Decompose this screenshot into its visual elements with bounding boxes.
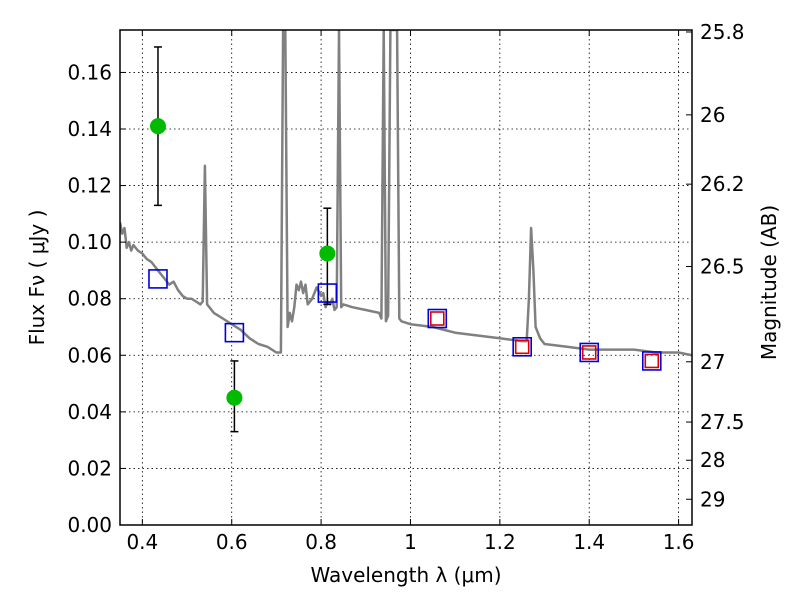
- model-photometry-square: [579, 342, 600, 363]
- observed-flux-point: [149, 118, 166, 135]
- y-tick-label: 0.04: [67, 400, 112, 424]
- y-tick-label: 0.06: [67, 343, 112, 367]
- x-tick-label: 1.2: [484, 530, 516, 554]
- x-tick-label: 1: [404, 530, 417, 554]
- y-tick-label: 0.14: [67, 117, 112, 141]
- observed-flux-point: [319, 245, 336, 262]
- x-tick-label: 0.4: [126, 530, 158, 554]
- observed-model-square: [514, 339, 530, 355]
- ticks-layer: 0.4 0.6 0.8 1 1.2 1.4 1.6 0.00 0.02 0.04 0.06 0.08 0…: [67, 20, 744, 554]
- grid-layer: [120, 30, 692, 526]
- model-photometry-square: [641, 351, 662, 371]
- y-tick-label: 0.02: [67, 456, 112, 480]
- y-tick-label: 0.12: [67, 174, 112, 198]
- plot-frame: [119, 29, 693, 526]
- x-tick-label: 0.8: [305, 530, 337, 554]
- observed-flux-point: [226, 389, 243, 406]
- observed-model-square: [644, 353, 660, 369]
- right-axis-title: Magnitude (AB): [757, 205, 781, 360]
- right-tick-label: 29: [700, 487, 725, 511]
- right-tick-label: 28: [700, 448, 725, 472]
- model-photometry-square: [224, 322, 245, 343]
- right-tick-label: 26: [700, 103, 725, 127]
- right-tick-label: 25.8: [700, 20, 745, 44]
- y-tick-label: 0.00: [67, 513, 112, 537]
- series-layer: [120, 30, 692, 433]
- y-tick-label: 0.16: [67, 60, 112, 84]
- model-photometry-square: [427, 308, 448, 329]
- model-photometry-square: [148, 269, 168, 289]
- x-tick-label: 1.4: [573, 530, 605, 554]
- y-tick-label: 0.10: [67, 230, 112, 254]
- right-tick-label: 26.2: [700, 172, 745, 196]
- right-tick-label: 27.5: [700, 410, 745, 434]
- right-tick-label: 27: [700, 350, 725, 374]
- right-tick-label: 26.5: [700, 254, 745, 278]
- x-tick-label: 1.6: [663, 530, 695, 554]
- x-tick-label: 0.6: [216, 530, 248, 554]
- model-photometry-square: [512, 336, 532, 357]
- x-axis-title: Wavelength λ (μm): [310, 563, 501, 587]
- y-tick-label: 0.08: [67, 287, 112, 311]
- observed-model-square: [581, 345, 597, 360]
- model-spectrum-line: [120, 30, 692, 357]
- observed-model-square: [429, 311, 445, 326]
- y-axis-title: Flux Fν ( μJy ): [25, 210, 49, 346]
